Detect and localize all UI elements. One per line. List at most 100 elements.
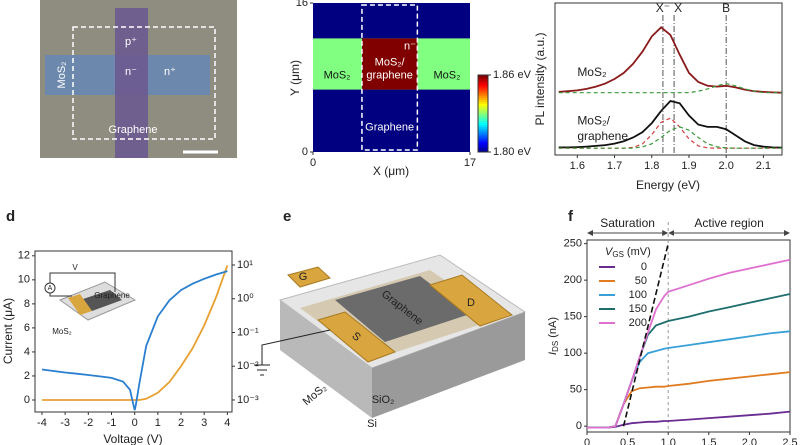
colorbar-step bbox=[478, 86, 488, 89]
inset-wire bbox=[49, 272, 116, 297]
y-tick-label: 0 bbox=[576, 420, 582, 432]
colorbar-step bbox=[478, 123, 488, 126]
series-line bbox=[558, 26, 783, 94]
panel-label: d bbox=[6, 208, 15, 225]
substrate-front bbox=[372, 312, 525, 418]
y-tick-label: 8 bbox=[24, 298, 30, 310]
x-tick-label: -4 bbox=[37, 417, 47, 429]
y-axis-label: Current (μA) bbox=[1, 298, 15, 364]
label: Graphene bbox=[109, 124, 158, 136]
colorbar-step bbox=[478, 75, 488, 78]
label-unit: (mV) bbox=[627, 246, 651, 258]
colorbar-step bbox=[478, 84, 488, 88]
colorbar-step bbox=[478, 136, 488, 140]
legend-label: 100 bbox=[629, 289, 647, 301]
panel-label: f bbox=[568, 208, 574, 225]
inset-electrode bbox=[68, 294, 92, 315]
substrate-side bbox=[280, 300, 372, 418]
fit-line bbox=[622, 243, 669, 427]
colorbar-step bbox=[478, 78, 488, 82]
y-tick-label: 4 bbox=[24, 346, 30, 358]
label: n⁺ bbox=[164, 66, 176, 78]
gate-electrode bbox=[287, 266, 331, 288]
colorbar-step bbox=[478, 130, 488, 134]
x-tick-label: 17 bbox=[464, 157, 476, 169]
y-axis-label: PL intensity (a.u.) bbox=[533, 33, 547, 126]
x-tick-label: 0 bbox=[132, 417, 138, 429]
x-tick-label: 2.0 bbox=[719, 160, 734, 172]
x-tick-label: 4 bbox=[224, 417, 230, 429]
graphene bbox=[335, 276, 470, 342]
peak-label: B bbox=[722, 1, 730, 15]
x-tick-label: -2 bbox=[83, 417, 93, 429]
x-tick-label: 2.5 bbox=[782, 437, 797, 445]
y-tick-label: 16 bbox=[296, 0, 308, 9]
x-tick-label: -1 bbox=[107, 417, 117, 429]
x-tick-label: 2 bbox=[178, 417, 184, 429]
graphene-outline bbox=[361, 4, 419, 151]
colorbar-step bbox=[478, 142, 488, 145]
colorbar-frame bbox=[477, 74, 489, 153]
y2-tick-label: 10⁻² bbox=[237, 360, 259, 372]
region-label: Active region bbox=[694, 216, 763, 230]
colorbar-step bbox=[478, 94, 488, 97]
colorbar-step bbox=[478, 107, 488, 111]
y-tick-label: 50 bbox=[570, 384, 582, 396]
legend-label: 50 bbox=[635, 275, 647, 287]
colorbar-step bbox=[478, 140, 488, 143]
axis-label: VGS (mV) bbox=[605, 246, 651, 259]
label-main: I bbox=[547, 352, 559, 355]
colorbar-step bbox=[478, 138, 488, 141]
inset-label: V bbox=[72, 263, 78, 272]
x-axis-label: X (μm) bbox=[373, 164, 409, 178]
colorbar-step bbox=[478, 126, 488, 130]
terminal-label: D bbox=[467, 297, 475, 309]
plot-frame bbox=[586, 239, 791, 433]
map-annotation: n⁻ bbox=[404, 41, 416, 53]
series-line bbox=[587, 330, 791, 429]
colorbar-step bbox=[478, 101, 488, 105]
drain-electrode bbox=[428, 274, 514, 327]
inset: V A Graphene MoS₂ bbox=[44, 263, 137, 336]
micrograph: p⁺ n⁻ n⁺ MoS₂ Graphene bbox=[40, 0, 237, 158]
x-tick-label: 0 bbox=[310, 157, 316, 169]
x-tick-label: 3 bbox=[201, 417, 207, 429]
x-tick-label: 1.7 bbox=[607, 160, 622, 172]
y2-tick-label: 10¹ bbox=[237, 259, 253, 271]
panel-label: e bbox=[283, 208, 291, 225]
legend-label: 0 bbox=[641, 261, 647, 273]
label-main: V bbox=[605, 246, 614, 258]
legend-label: 150 bbox=[629, 303, 647, 315]
colorbar-step bbox=[478, 98, 488, 101]
x-tick-label: 2.0 bbox=[742, 437, 757, 445]
y2-tick-label: 10⁻³ bbox=[237, 394, 259, 406]
colorbar-step bbox=[478, 76, 488, 80]
colorbar-step bbox=[478, 105, 488, 109]
y2-tick-label: 10⁰ bbox=[237, 293, 254, 305]
plot-frame bbox=[34, 250, 233, 413]
map-annotation: MoS₂/ bbox=[375, 57, 406, 69]
series-line bbox=[42, 265, 229, 401]
source-electrode bbox=[316, 311, 397, 363]
annotation: MoS₂/ bbox=[577, 114, 610, 128]
label: MoS₂ bbox=[56, 62, 68, 89]
map-annotation: MoS₂ bbox=[324, 70, 351, 82]
x-tick-label: 0.5 bbox=[620, 437, 635, 445]
colorbar-step bbox=[478, 150, 488, 153]
x-tick-label: 1.9 bbox=[681, 160, 696, 172]
series-line bbox=[587, 258, 791, 429]
colorbar-label: 1.86 eV bbox=[493, 69, 532, 81]
x-tick-label: 2.1 bbox=[756, 160, 771, 172]
x-tick-label: 1.0 bbox=[661, 437, 676, 445]
legend-label: 200 bbox=[629, 317, 647, 329]
colorbar-step bbox=[478, 148, 488, 151]
annotation: graphene bbox=[577, 129, 628, 143]
annotation: MoS₂ bbox=[577, 65, 607, 79]
x-tick-label: 1 bbox=[155, 417, 161, 429]
y-tick-label: 12 bbox=[18, 250, 30, 262]
colorbar-step bbox=[478, 88, 488, 91]
inset-label: A bbox=[48, 285, 53, 292]
colorbar-step bbox=[478, 103, 488, 107]
map-annotation: MoS₂ bbox=[433, 70, 460, 82]
